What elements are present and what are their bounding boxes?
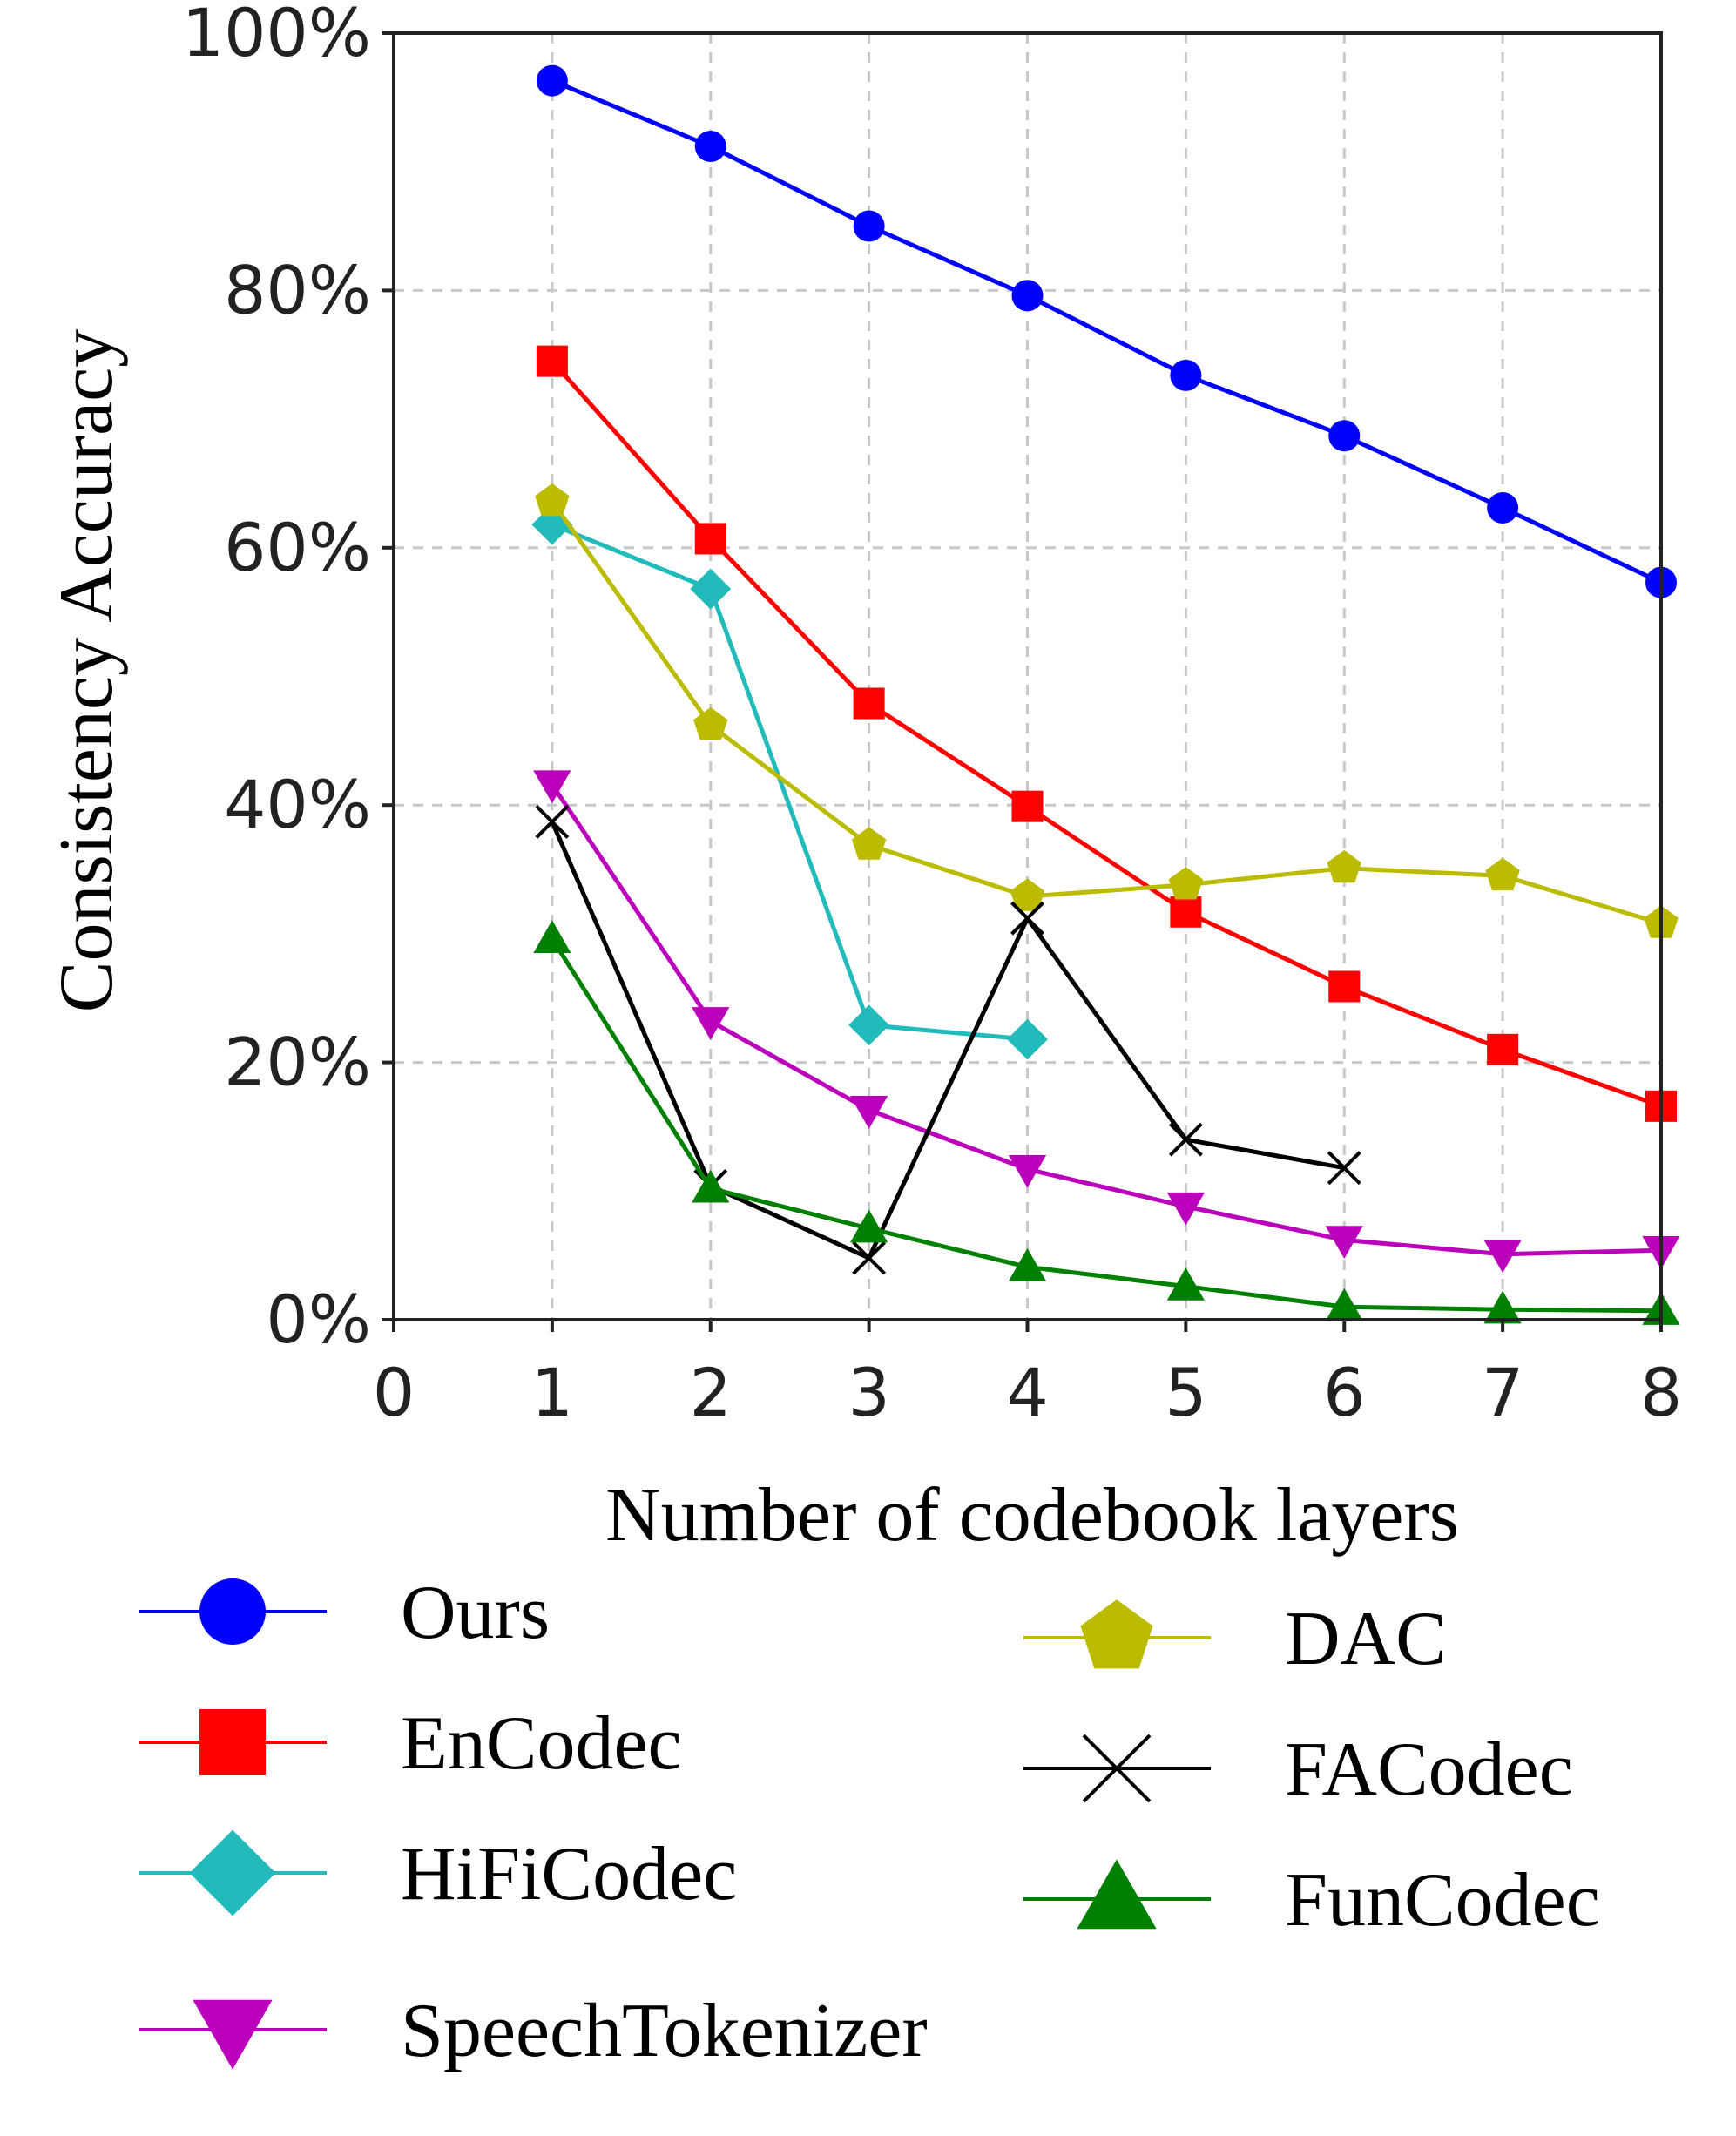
series-encodec (536, 345, 1677, 1122)
data-point-encodec (536, 345, 568, 377)
x-tick-label: 3 (848, 1354, 889, 1431)
data-point-funcodec (1483, 1290, 1522, 1324)
data-point-facodec (1168, 1122, 1203, 1157)
series-line-ours (551, 78, 1663, 585)
y-axis-title: Consistency Accuracy (44, 329, 129, 1012)
data-point-dac (1168, 867, 1204, 900)
data-point-hificodec (848, 1004, 890, 1046)
legend-item-hificodec: HiFiCodec (139, 1829, 737, 1916)
data-point-dac (1485, 857, 1520, 891)
data-point-funcodec (692, 1169, 730, 1203)
x-tick-label: 1 (531, 1354, 573, 1431)
data-point-encodec (853, 687, 885, 720)
legend-item-funcodec: FunCodec (1023, 1858, 1600, 1943)
x-tick-label: 2 (690, 1354, 732, 1431)
legend-marker-funcodec (1077, 1859, 1157, 1930)
series-line-facodec (550, 821, 1345, 1261)
series-funcodec (533, 920, 1680, 1325)
series-line-encodec (551, 359, 1662, 1109)
data-point-ours (1011, 280, 1044, 312)
data-point-speechtokenizer (1483, 1240, 1522, 1274)
data-point-dac (1010, 878, 1045, 911)
data-point-dac (1327, 849, 1361, 883)
data-point-funcodec (533, 920, 571, 954)
data-point-speechtokenizer (850, 1096, 888, 1129)
y-tick-label: 20% (224, 1024, 371, 1101)
data-point-ours (694, 130, 726, 162)
legend-marker-ours (199, 1578, 266, 1645)
x-tick-label: 4 (1006, 1354, 1048, 1431)
data-point-funcodec (1325, 1288, 1363, 1321)
y-tick-label: 100% (182, 0, 371, 71)
x-tick-label: 8 (1640, 1354, 1682, 1431)
x-tick-label: 5 (1165, 1354, 1206, 1431)
data-point-encodec (1487, 1033, 1519, 1065)
legend-marker-facodec (1082, 1734, 1152, 1803)
data-point-speechtokenizer (692, 1007, 730, 1040)
data-point-facodec (1327, 1151, 1361, 1186)
data-point-ours (1170, 359, 1202, 391)
series-line-hificodec (551, 522, 1028, 1042)
legend-label: FunCodec (1285, 1858, 1600, 1943)
data-point-speechtokenizer (1325, 1226, 1363, 1260)
series-line-speechtokenizer (550, 783, 1662, 1257)
legend-label: HiFiCodec (401, 1832, 737, 1916)
series-ours (536, 64, 1677, 598)
legend-label: SpeechTokenizer (401, 1989, 928, 2073)
legend-label: FACodec (1285, 1727, 1573, 1812)
legend-marker-dac (1080, 1599, 1153, 1669)
y-tick-label: 60% (224, 509, 371, 586)
data-point-facodec (1010, 901, 1044, 936)
legend-label: Ours (401, 1571, 550, 1655)
tick-labels: 0 1 2 3 4 5 6 7 80%20%40%60%80%100% (182, 0, 1682, 1431)
data-point-funcodec (1166, 1267, 1205, 1301)
data-point-hificodec (690, 568, 732, 610)
legend-item-speechtokenizer: SpeechTokenizer (139, 1989, 928, 2073)
data-point-speechtokenizer (533, 770, 571, 804)
data-point-facodec (852, 1240, 887, 1275)
data-point-dac (851, 827, 887, 860)
series-line-funcodec (550, 937, 1662, 1314)
x-tick-label: 7 (1482, 1354, 1523, 1431)
data-point-ours (536, 64, 568, 97)
data-point-encodec (1170, 896, 1202, 928)
legend-item-facodec: FACodec (1023, 1727, 1573, 1812)
data-point-speechtokenizer (1166, 1192, 1205, 1226)
series-facodec (535, 804, 1361, 1275)
y-tick-label: 40% (224, 766, 371, 843)
legend-item-encodec: EnCodec (139, 1701, 682, 1786)
legend-marker-encodec (199, 1709, 266, 1775)
legend-label: EnCodec (401, 1701, 682, 1786)
series-group (531, 64, 1680, 1325)
data-point-encodec (1328, 970, 1361, 1003)
series-hificodec (531, 504, 1048, 1060)
x-tick-label: 0 (373, 1354, 415, 1431)
y-tick-label: 0% (266, 1281, 371, 1358)
legend-item-dac: DAC (1023, 1597, 1447, 1681)
series-line-dac (550, 500, 1662, 926)
legend-marker-hificodec (189, 1829, 276, 1916)
data-point-encodec (1011, 790, 1044, 822)
series-dac (535, 483, 1679, 938)
data-point-ours (1487, 492, 1519, 524)
legend-marker-speechtokenizer (193, 1999, 273, 2070)
data-point-funcodec (850, 1209, 888, 1243)
legend-item-ours: Ours (139, 1571, 550, 1655)
y-tick-label: 80% (224, 251, 371, 328)
data-point-ours (1328, 420, 1361, 452)
grid-lines (394, 33, 1661, 1320)
data-point-ours (853, 210, 885, 242)
x-axis-title: Number of codebook layers (605, 1473, 1459, 1558)
data-point-facodec (535, 804, 570, 839)
data-point-dac (693, 706, 728, 740)
data-point-speechtokenizer (1008, 1154, 1047, 1188)
legend: Ours EnCodec HiFiCodec SpeechTokenizer DAC FA… (139, 1571, 1600, 2073)
x-tick-label: 6 (1323, 1354, 1365, 1431)
data-point-encodec (694, 523, 726, 555)
data-point-dac (535, 483, 570, 517)
data-point-hificodec (1007, 1018, 1048, 1060)
data-point-funcodec (1008, 1247, 1047, 1281)
legend-label: DAC (1285, 1597, 1447, 1681)
